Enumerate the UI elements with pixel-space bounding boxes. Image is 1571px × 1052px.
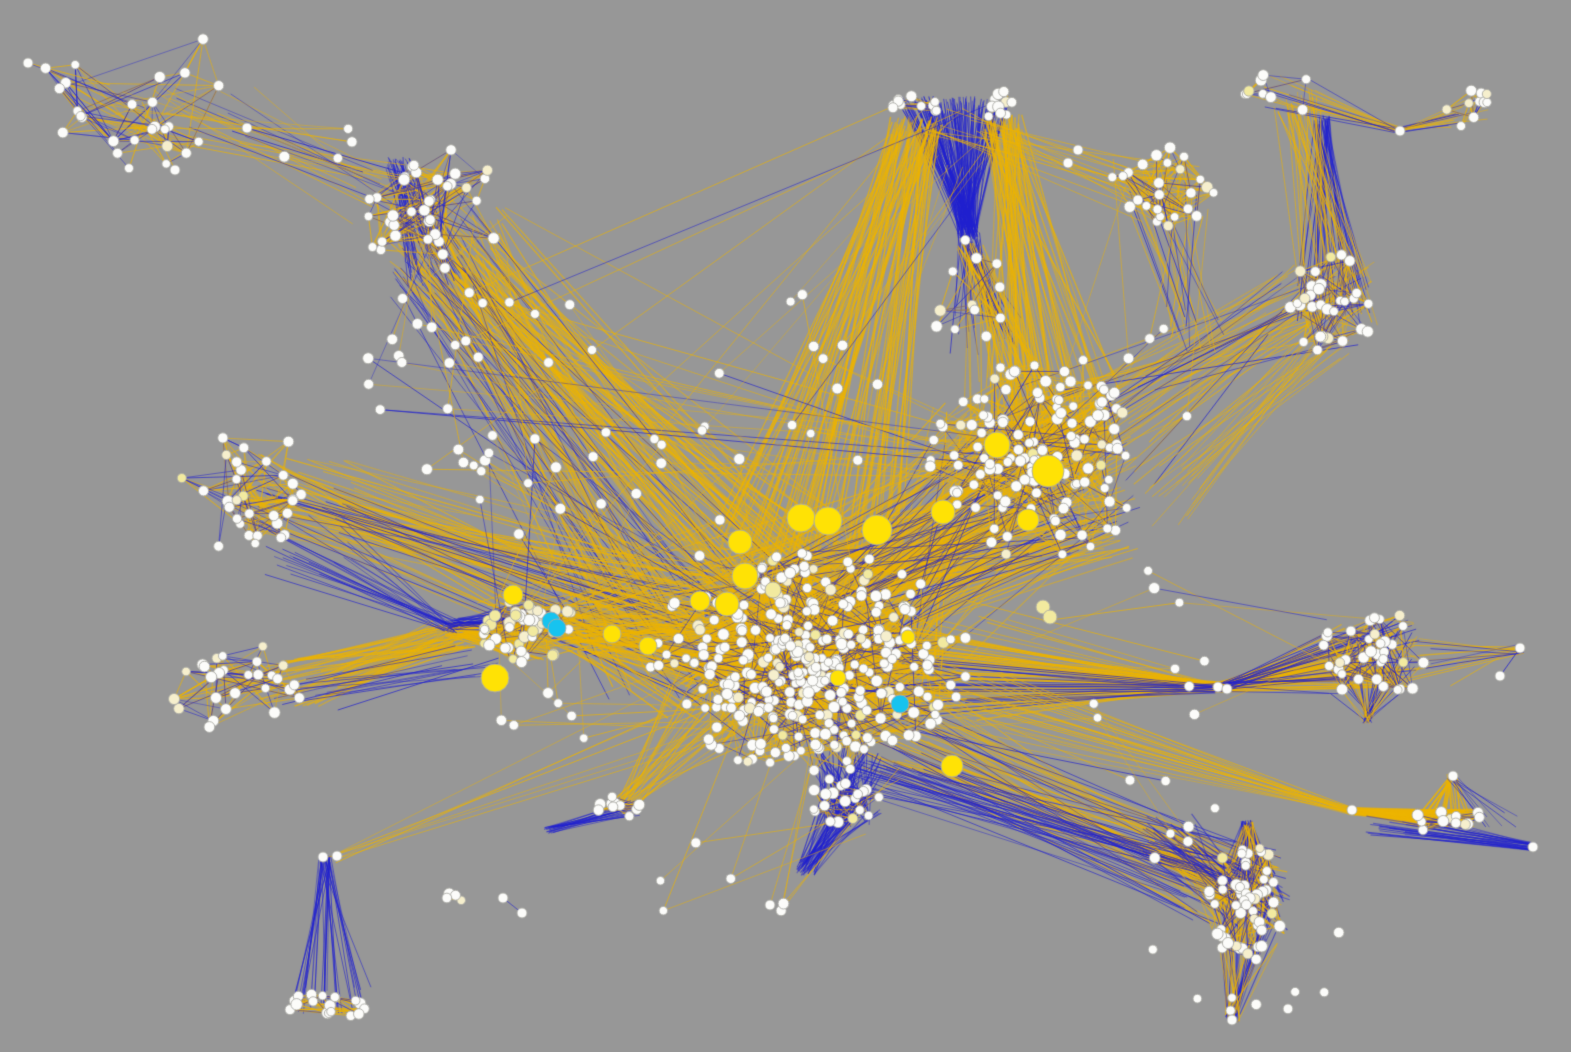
- graph-viewport[interactable]: [0, 0, 1571, 1052]
- network-graph-canvas[interactable]: [0, 0, 1571, 1052]
